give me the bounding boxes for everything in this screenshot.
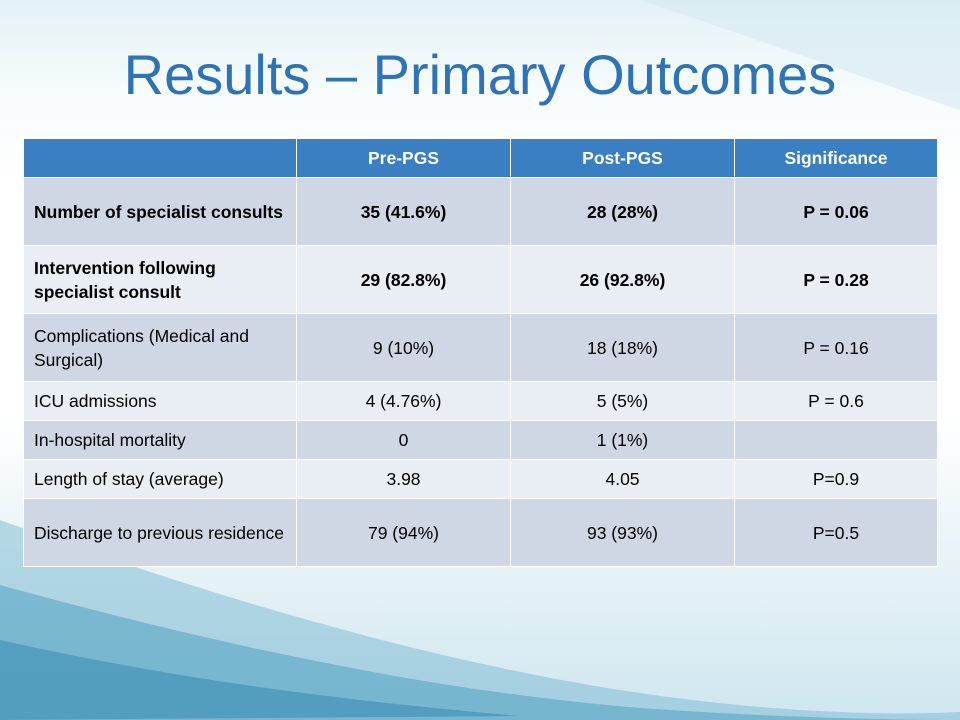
row-label: Complications (Medical and Surgical) xyxy=(23,313,297,382)
post-pgs-value: 4.05 xyxy=(510,459,735,499)
post-pgs-value: 5 (5%) xyxy=(510,381,735,421)
header-cell-post-pgs: Post-PGS xyxy=(510,138,735,178)
significance-value: P = 0.16 xyxy=(734,313,938,382)
post-pgs-value: 28 (28%) xyxy=(510,177,735,246)
slide-title: Results – Primary Outcomes xyxy=(123,43,837,106)
pre-pgs-value: 9 (10%) xyxy=(296,313,511,382)
post-pgs-value: 93 (93%) xyxy=(510,498,735,567)
row-label: In-hospital mortality xyxy=(23,420,297,460)
pre-pgs-value: 29 (82.8%) xyxy=(296,245,511,314)
table-row: Complications (Medical and Surgical) 9 (… xyxy=(23,313,938,382)
pre-pgs-value: 79 (94%) xyxy=(296,498,511,567)
pre-pgs-value: 3.98 xyxy=(296,459,511,499)
table-row: In-hospital mortality 0 1 (1%) xyxy=(23,420,938,460)
table-row: Number of specialist consults 35 (41.6%)… xyxy=(23,177,938,246)
post-pgs-value: 1 (1%) xyxy=(510,420,735,460)
significance-value: P = 0.06 xyxy=(734,177,938,246)
table-row: Intervention following specialist consul… xyxy=(23,245,938,314)
row-label: Length of stay (average) xyxy=(23,459,297,499)
row-label: ICU admissions xyxy=(23,381,297,421)
significance-value: P = 0.6 xyxy=(734,381,938,421)
post-pgs-value: 26 (92.8%) xyxy=(510,245,735,314)
significance-value: P=0.5 xyxy=(734,498,938,567)
row-label: Intervention following specialist consul… xyxy=(23,245,297,314)
table-row: Discharge to previous residence 79 (94%)… xyxy=(23,498,938,567)
pre-pgs-value: 4 (4.76%) xyxy=(296,381,511,421)
table-row: Length of stay (average) 3.98 4.05 P=0.9 xyxy=(23,459,938,499)
significance-value: P=0.9 xyxy=(734,459,938,499)
significance-value: P = 0.28 xyxy=(734,245,938,314)
post-pgs-value: 18 (18%) xyxy=(510,313,735,382)
table-header-row: Pre-PGS Post-PGS Significance xyxy=(23,138,938,178)
row-label: Number of specialist consults xyxy=(23,177,297,246)
pre-pgs-value: 35 (41.6%) xyxy=(296,177,511,246)
row-label: Discharge to previous residence xyxy=(23,498,297,567)
primary-outcomes-table: Pre-PGS Post-PGS Significance Number of … xyxy=(23,138,938,567)
header-cell-pre-pgs: Pre-PGS xyxy=(296,138,511,178)
header-cell-empty xyxy=(23,138,297,178)
header-cell-significance: Significance xyxy=(734,138,938,178)
table-row: ICU admissions 4 (4.76%) 5 (5%) P = 0.6 xyxy=(23,381,938,421)
significance-value xyxy=(734,420,938,460)
pre-pgs-value: 0 xyxy=(296,420,511,460)
